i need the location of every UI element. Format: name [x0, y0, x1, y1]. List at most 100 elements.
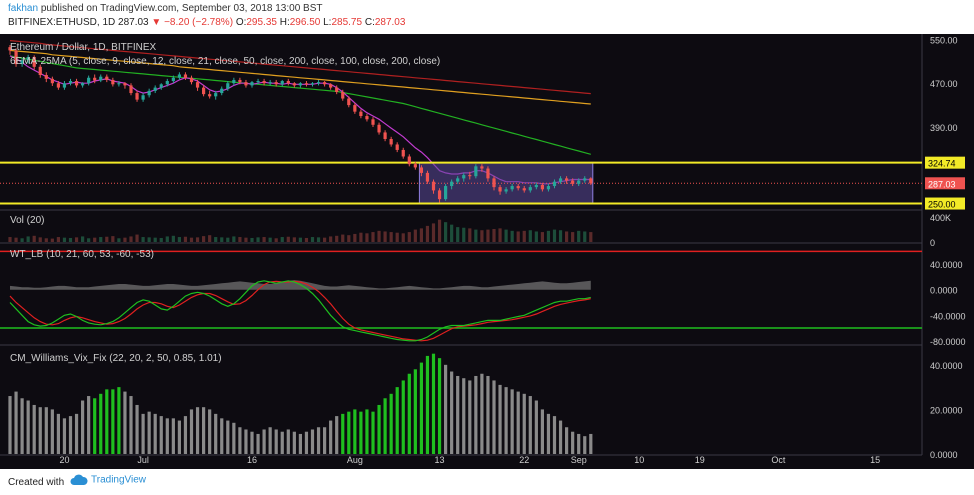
candle-body: [456, 178, 460, 182]
volume-bar: [395, 232, 399, 242]
vix-bar: [123, 391, 127, 454]
candle-body: [159, 84, 163, 88]
vix-bar: [431, 353, 436, 454]
vix-bar: [14, 391, 18, 454]
candle-body: [81, 83, 85, 86]
down-arrow-icon: ▼: [151, 17, 162, 28]
vix-bar: [153, 413, 157, 454]
vix-bar: [250, 431, 254, 454]
candle-body: [8, 47, 12, 51]
volume-bar: [202, 236, 206, 242]
tradingview-brand: TradingView: [91, 474, 147, 486]
price-badge-label: 324.74: [928, 159, 956, 169]
volume-bar: [565, 231, 569, 242]
volume-bar: [208, 235, 212, 242]
x-tick-label: Jul: [137, 455, 149, 465]
vix-bar: [516, 391, 520, 454]
candle-body: [323, 82, 327, 85]
volume-bar: [195, 237, 200, 242]
vix-bar: [38, 407, 42, 454]
volume-bar: [316, 237, 321, 242]
candle-body: [153, 87, 157, 91]
candle-body: [347, 98, 351, 106]
volume-bar: [371, 232, 375, 242]
candle-body: [546, 186, 551, 190]
volume-bar: [401, 233, 405, 242]
candle-body: [244, 82, 248, 86]
vix-bar: [522, 393, 526, 454]
x-tick-label: Oct: [771, 455, 786, 465]
candle-body: [474, 166, 478, 177]
candle-body: [335, 87, 339, 92]
vix-bar: [589, 433, 593, 454]
vix-bar: [347, 411, 351, 454]
vix-bar: [195, 407, 200, 454]
volume-bar: [552, 229, 557, 242]
volume-bar: [540, 232, 544, 242]
candle-body: [504, 189, 508, 192]
candle-body: [44, 75, 48, 79]
volume-bar: [486, 229, 490, 242]
vix-bar: [99, 393, 103, 454]
chart-area[interactable]: 550.00 470.00 390.00 324.74 287.03 250.00 400K…: [0, 34, 974, 469]
candle-body: [401, 149, 405, 157]
candle-body: [425, 172, 430, 182]
candle-body: [577, 180, 581, 184]
publish-line: fakhan published on TradingView.com, Sep…: [8, 3, 322, 14]
vix-bar: [226, 420, 230, 454]
candle-body: [329, 84, 333, 88]
volume-bar: [141, 237, 145, 242]
author-link[interactable]: fakhan: [8, 3, 39, 14]
volume-bar: [50, 238, 54, 242]
vix-bar: [474, 375, 478, 454]
candle-body: [353, 105, 357, 112]
candle-body: [50, 78, 54, 84]
vix-bar: [395, 387, 399, 454]
symbol-label: BITFINEX:ETHUSD, 1D: [8, 17, 116, 28]
candle-body: [371, 119, 375, 125]
candle-body: [552, 181, 557, 187]
vix-bar: [353, 409, 357, 454]
volume-bar: [44, 238, 48, 242]
volume-bar: [56, 237, 60, 242]
open-value: 295.35: [246, 17, 277, 28]
candle-body: [583, 178, 587, 181]
candle-body: [419, 167, 423, 173]
candle-body: [407, 156, 411, 165]
candle-body: [99, 76, 103, 81]
volume-bar: [238, 237, 242, 242]
candle-body: [232, 79, 236, 84]
vix-bar: [480, 373, 484, 454]
price-badge: [925, 197, 965, 210]
volume-bar: [256, 237, 260, 242]
candle-body: [111, 79, 115, 85]
volume-bar: [8, 237, 12, 242]
chart-canvas[interactable]: 550.00 470.00 390.00 324.74 287.03 250.00 400K…: [0, 34, 974, 469]
tradingview-logo[interactable]: TradingView: [70, 474, 146, 486]
volume-bar: [310, 237, 315, 242]
vix-bar: [389, 393, 393, 454]
vix-bar: [577, 433, 581, 454]
vix-bar: [407, 373, 411, 454]
indicator-label: 6EMA-25MA (5, close, 9, close, 12, close…: [10, 56, 440, 67]
vix-bar: [359, 411, 363, 454]
volume-bar: [383, 231, 387, 242]
vix-bar: [208, 409, 212, 454]
candle-body: [522, 188, 526, 191]
vix-bar: [171, 418, 175, 454]
volume-bar: [589, 232, 593, 242]
volume-bar: [298, 237, 302, 242]
candle-body: [123, 83, 127, 86]
header-bar: fakhan published on TradingView.com, Sep…: [0, 0, 974, 34]
vix-bar: [87, 396, 91, 454]
candle-body: [528, 187, 532, 191]
candle-body: [431, 181, 436, 191]
candle-body: [310, 83, 315, 85]
volume-bar: [268, 237, 272, 242]
candle-body: [468, 175, 472, 177]
volume-bar: [456, 227, 460, 242]
volume-bar: [413, 229, 417, 242]
candle-body: [280, 81, 284, 85]
volume-bar: [111, 236, 115, 242]
vix-bar: [105, 389, 109, 454]
